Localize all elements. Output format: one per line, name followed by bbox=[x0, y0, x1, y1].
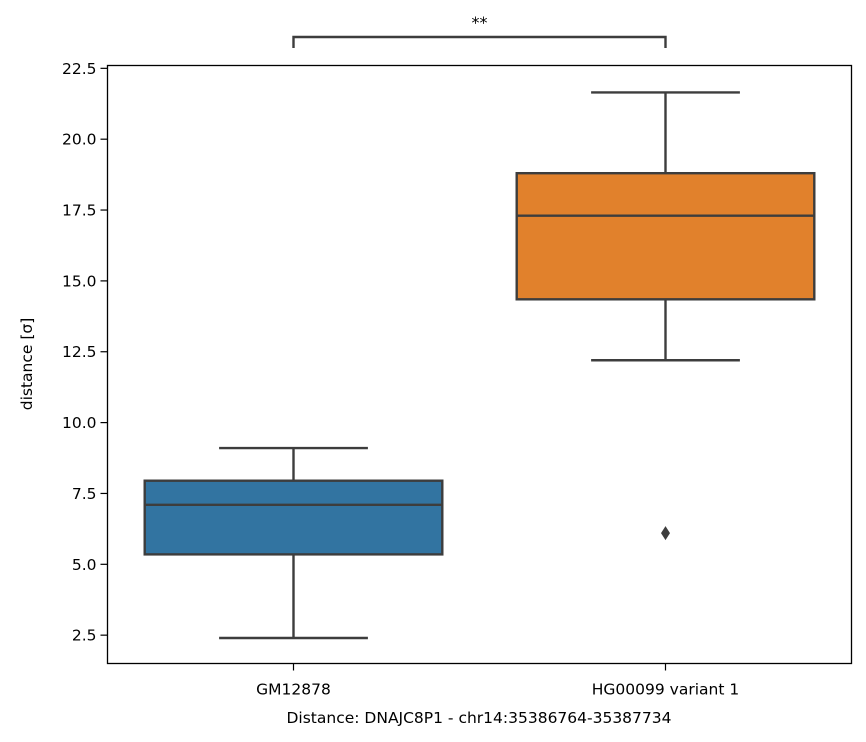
y-tick-label: 15.0 bbox=[62, 272, 97, 290]
x-axis-label: Distance: DNAJC8P1 - chr14:35386764-3538… bbox=[286, 709, 671, 727]
y-tick-label: 20.0 bbox=[62, 131, 97, 149]
axis-layer: 2.5 5.0 7.5 10.0 12.5 15.0 17.5 20.0 22.5 GM12878… bbox=[62, 13, 739, 699]
y-tick-label: 10.0 bbox=[62, 414, 97, 432]
y-tick-label: 22.5 bbox=[62, 60, 97, 78]
y-tick-label: 2.5 bbox=[72, 627, 97, 645]
y-tick-label: 12.5 bbox=[62, 343, 97, 361]
y-tick-label: 5.0 bbox=[72, 556, 97, 574]
x-tick-label: GM12878 bbox=[256, 681, 331, 699]
box-iqr bbox=[515, 171, 816, 301]
y-tick-label: 7.5 bbox=[72, 485, 97, 503]
y-axis-label: distance [σ] bbox=[18, 318, 36, 411]
significance-bracket bbox=[292, 35, 667, 48]
outlier-point bbox=[661, 526, 670, 541]
box-group-1 bbox=[143, 446, 444, 640]
x-tick-label: HG00099 variant 1 bbox=[592, 681, 739, 699]
plot-frame bbox=[106, 64, 853, 665]
box-group-2 bbox=[515, 91, 816, 541]
plot-layer bbox=[143, 91, 816, 640]
box-iqr bbox=[143, 479, 444, 556]
y-tick-label: 17.5 bbox=[62, 202, 97, 220]
significance-label: ** bbox=[472, 13, 488, 32]
